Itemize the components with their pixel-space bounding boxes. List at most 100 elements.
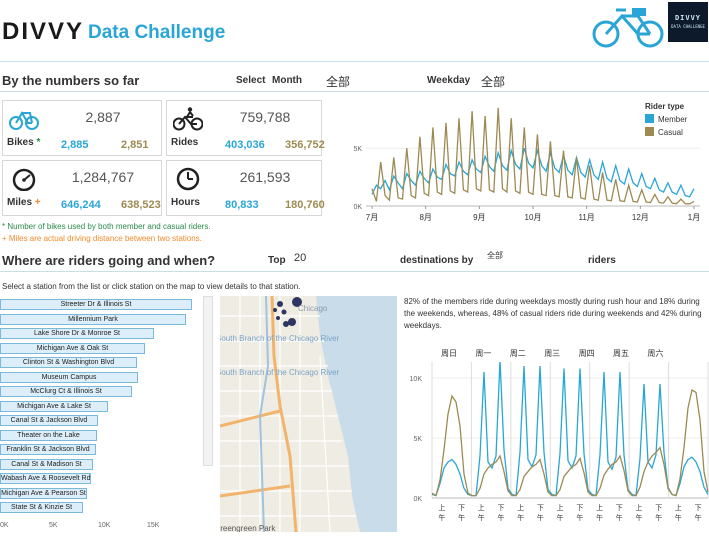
kpi-rides[interactable]: Rides 759,788 403,036 356,752 bbox=[166, 100, 325, 156]
station-row[interactable]: Museum Campus bbox=[0, 371, 138, 383]
legend-casual[interactable]: Casual bbox=[645, 127, 683, 137]
hourly-series-casual[interactable] bbox=[431, 388, 709, 497]
kpi-bikes-member: 2,885 bbox=[61, 139, 89, 151]
hourly-x-sublabel: 下 bbox=[655, 504, 662, 512]
promo-brand: DIVVY bbox=[674, 14, 702, 22]
station-row[interactable]: Streeter Dr & Illinois St bbox=[0, 299, 192, 310]
daily-series-member[interactable] bbox=[371, 147, 695, 198]
station-axis-tick: 15K bbox=[147, 522, 160, 529]
miles-footnote: + Miles are actual driving distance betw… bbox=[2, 234, 202, 243]
kpi-bikes-casual: 2,851 bbox=[121, 139, 149, 151]
station-row[interactable]: Michigan Ave & Lake St bbox=[0, 400, 108, 412]
hourly-x-sublabel: 下 bbox=[695, 504, 702, 512]
station-marker[interactable] bbox=[277, 301, 283, 307]
weekday-header: 周一 bbox=[475, 349, 492, 358]
kpi-hours-total: 261,593 bbox=[239, 169, 291, 185]
station-marker[interactable] bbox=[283, 321, 289, 327]
station-marker[interactable] bbox=[276, 316, 280, 320]
riders-label: riders bbox=[588, 255, 616, 266]
station-list-scrollbar[interactable] bbox=[203, 296, 213, 466]
station-row[interactable]: Theater on the Lake bbox=[0, 429, 97, 441]
hourly-y-tick: 5K bbox=[413, 436, 422, 443]
hourly-x-sublabel: 午 bbox=[576, 513, 583, 522]
hourly-x-sublabel: 上 bbox=[517, 503, 524, 512]
legend-member[interactable]: Member bbox=[645, 114, 687, 124]
map-label-river-1: South Branch of the Chicago River bbox=[220, 334, 340, 343]
kpi-rides-member: 403,036 bbox=[225, 139, 265, 151]
promo-caption: DATA CHALLENGE bbox=[671, 24, 705, 29]
daily-series-casual[interactable] bbox=[371, 107, 695, 205]
station-row[interactable]: Canal St & Jackson Blvd bbox=[0, 415, 98, 426]
hourly-x-sublabel: 午 bbox=[478, 513, 485, 522]
divvy-logo[interactable]: DIVVY bbox=[2, 18, 85, 45]
station-row[interactable]: Lake Shore Dr & Monroe St bbox=[0, 328, 154, 339]
daily-rides-chart[interactable]: 0K 5K 7月 8月 9月 10月 11月 12月 1月 bbox=[330, 96, 708, 230]
hourly-series-member[interactable] bbox=[431, 362, 709, 497]
hourly-x-sublabel: 下 bbox=[498, 504, 505, 512]
station-list[interactable]: Streeter Dr & Illinois St Millennium Park… bbox=[0, 296, 200, 518]
hourly-x-sublabel: 午 bbox=[675, 513, 682, 522]
rider-icon bbox=[173, 107, 203, 131]
rider-type-filter[interactable]: 全部 bbox=[487, 251, 503, 260]
legend-member-swatch bbox=[645, 114, 654, 123]
bike-share-illustration-icon bbox=[592, 8, 664, 48]
kpi-rides-total: 759,788 bbox=[239, 109, 291, 125]
kpi-hours[interactable]: Hours 261,593 80,833 180,760 bbox=[166, 160, 325, 216]
kpi-bikes-total: 2,887 bbox=[85, 109, 121, 125]
station-row[interactable]: Michigan Ave & Oak St bbox=[0, 342, 145, 354]
station-marker[interactable] bbox=[273, 308, 277, 312]
weekday-label: Weekday bbox=[427, 75, 471, 86]
station-row[interactable]: McClurg Ct & Illinois St bbox=[0, 386, 132, 397]
numbers-section-title: By the numbers so far bbox=[2, 73, 140, 88]
weekday-filter[interactable]: 全部 bbox=[481, 75, 506, 89]
hourly-x-sublabel: 午 bbox=[616, 513, 623, 522]
hourly-x-sublabel: 午 bbox=[517, 513, 524, 522]
data-challenge-promo[interactable]: DIVVY DATA CHALLENGE bbox=[668, 2, 708, 42]
month-filter[interactable]: 全部 bbox=[326, 75, 351, 89]
station-map[interactable]: Chicago South Branch of the Chicago Rive… bbox=[220, 296, 397, 532]
weekday-header: 周五 bbox=[613, 349, 629, 358]
station-marker[interactable] bbox=[292, 297, 302, 307]
station-row[interactable]: Canal St & Madison St bbox=[0, 458, 93, 470]
kpi-bikes[interactable]: Bikes * 2,887 2,885 2,851 bbox=[2, 100, 162, 156]
station-row[interactable]: State St & Kinzie St bbox=[0, 502, 83, 513]
hourly-y-tick: 10K bbox=[410, 376, 423, 383]
destinations-label: destinations by bbox=[400, 255, 474, 266]
kpi-miles-label: Miles + bbox=[7, 197, 41, 208]
station-row[interactable]: Wabash Ave & Roosevelt Rd bbox=[0, 473, 91, 484]
kpi-rides-label: Rides bbox=[171, 137, 199, 148]
kpi-miles[interactable]: Miles + 1,284,767 646,244 638,523 bbox=[2, 160, 162, 216]
station-marker[interactable] bbox=[281, 309, 287, 315]
page-title: Data Challenge bbox=[88, 22, 226, 43]
hourly-x-sublabel: 午 bbox=[596, 513, 603, 522]
station-axis-tick: 10K bbox=[98, 522, 111, 529]
station-row[interactable]: Michigan Ave & Pearson St bbox=[0, 487, 87, 499]
station-axis-tick: 0K bbox=[0, 522, 9, 529]
station-row[interactable]: Clinton St & Washington Blvd bbox=[0, 357, 137, 368]
kpi-bikes-label: Bikes * bbox=[7, 137, 41, 148]
station-marker[interactable] bbox=[288, 318, 296, 326]
bicycle-icon bbox=[9, 111, 39, 130]
clock-icon bbox=[176, 167, 200, 191]
hourly-x-sublabel: 上 bbox=[675, 503, 682, 512]
kpi-hours-member: 80,833 bbox=[225, 199, 259, 211]
hourly-x-sublabel: 上 bbox=[478, 503, 485, 512]
map-label-park: Greengreen Park bbox=[220, 524, 276, 532]
kpi-miles-casual: 638,523 bbox=[121, 199, 161, 211]
daily-x-tick: 9月 bbox=[473, 213, 485, 222]
top-label: Top bbox=[268, 255, 286, 266]
top-count-filter[interactable]: 20 bbox=[294, 252, 307, 264]
where-section-bar: Where are riders going and when? Top 20 … bbox=[0, 248, 709, 272]
station-row[interactable]: Franklin St & Jackson Blvd bbox=[0, 444, 96, 455]
station-row[interactable]: Millennium Park bbox=[0, 313, 186, 325]
legend-title: Rider type bbox=[645, 102, 685, 111]
kpi-hours-casual: 180,760 bbox=[285, 199, 325, 211]
hourly-x-sublabel: 下 bbox=[576, 504, 583, 512]
legend-casual-swatch bbox=[645, 127, 654, 136]
hourly-x-sublabel: 午 bbox=[695, 513, 702, 522]
daily-x-tick: 11月 bbox=[579, 213, 595, 222]
weekday-header: 周四 bbox=[578, 349, 595, 358]
hourly-x-sublabel: 上 bbox=[557, 503, 564, 512]
hourly-x-sublabel: 下 bbox=[616, 504, 623, 512]
